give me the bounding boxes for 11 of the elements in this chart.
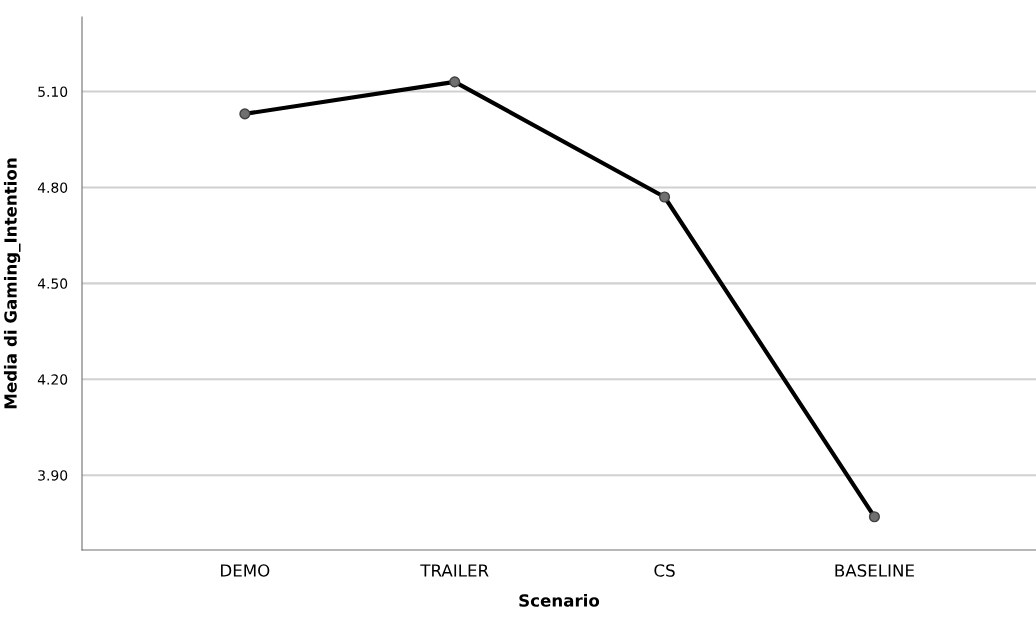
x-tick-label: DEMO <box>221 564 270 577</box>
y-tick-label: 4.50 <box>37 278 68 289</box>
x-tick-label: TRAILER <box>420 564 489 577</box>
y-tick-label: 4.80 <box>37 182 68 193</box>
x-tick-label: CS <box>654 564 675 577</box>
y-axis-title: Media di Gaming_Intention <box>3 158 21 409</box>
y-tick-label: 5.10 <box>38 86 68 97</box>
y-tick-label: 3.90 <box>38 470 68 481</box>
x-axis-title: Scenario <box>519 593 600 607</box>
x-tick-label: BASELINE <box>835 564 914 577</box>
y-tick-label: 4.20 <box>37 374 68 385</box>
